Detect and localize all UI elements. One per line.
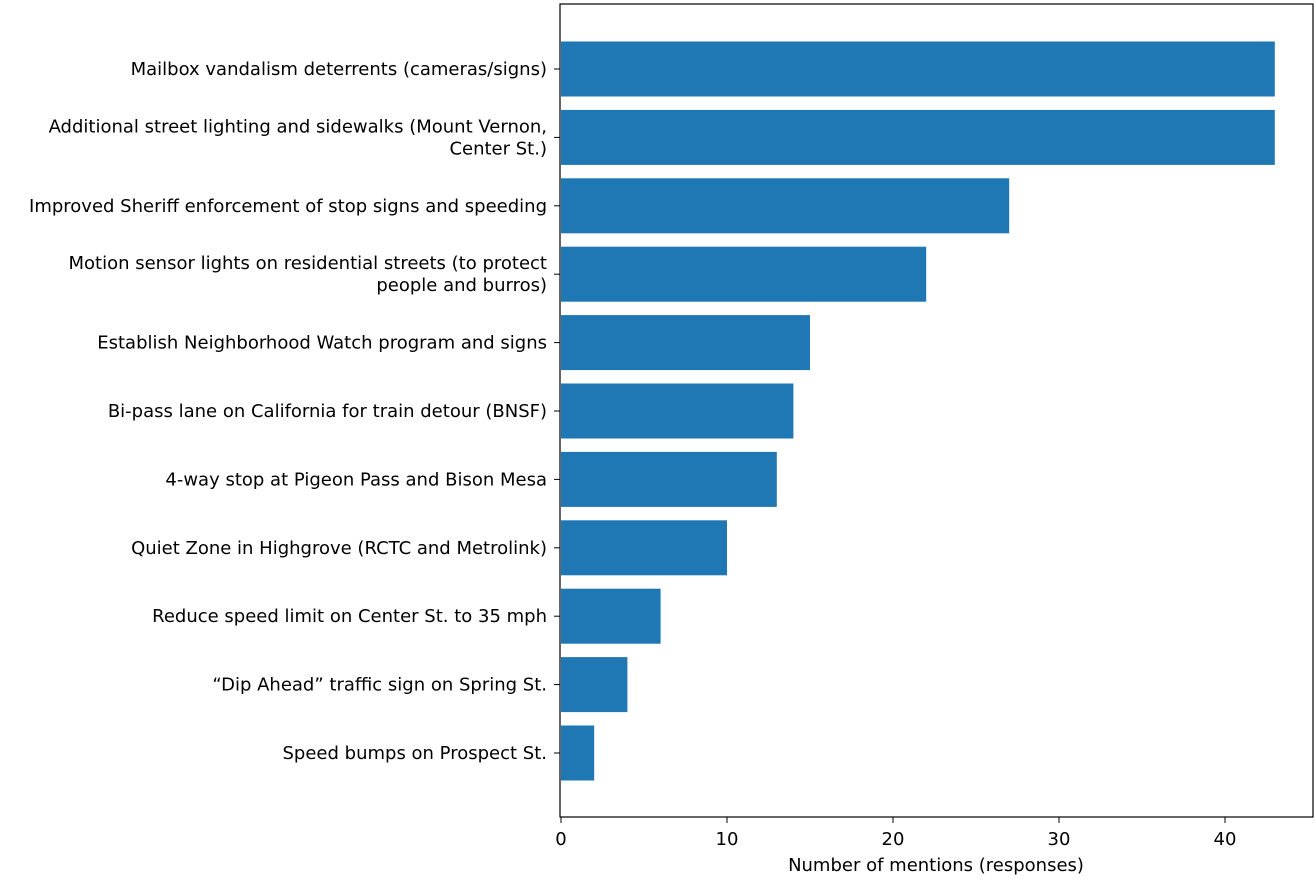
category-label-line: 4-way stop at Pigeon Pass and Bison Mesa [165,469,547,490]
category-label-line: people and burros) [376,275,547,296]
category-label-line: Mailbox vandalism deterrents (cameras/si… [131,59,547,80]
category-label-line: Quiet Zone in Highgrove (RCTC and Metrol… [131,538,547,559]
category-label: Speed bumps on Prospect St. [283,743,548,764]
bar [561,588,661,644]
x-tick-label: 20 [882,829,905,850]
category-label: Establish Neighborhood Watch program and… [97,333,547,354]
category-label: Quiet Zone in Highgrove (RCTC and Metrol… [131,538,547,559]
category-label-line: “Dip Ahead” traffic sign on Spring St. [212,675,547,696]
category-label-line: Center St.) [449,138,547,159]
bar [561,451,777,507]
category-label: “Dip Ahead” traffic sign on Spring St. [212,675,547,696]
bar [561,109,1275,165]
bar [561,520,727,576]
category-label: Reduce speed limit on Center St. to 35 m… [152,606,547,627]
bar [561,315,810,371]
bar [561,383,794,439]
category-label-line: Motion sensor lights on residential stre… [68,253,547,274]
category-label: Additional street lighting and sidewalks… [49,116,547,159]
bar [561,657,628,713]
x-axis-ticks: 0 10 20 30 40 [554,68,1237,850]
bar [561,41,1275,97]
category-label: 4-way stop at Pigeon Pass and Bison Mesa [165,469,547,490]
plot-frame [559,3,1314,818]
category-label-line: Bi-pass lane on California for train det… [108,401,547,422]
category-labels: Mailbox vandalism deterrents (cameras/si… [29,59,547,764]
x-tick-label: 40 [1214,829,1237,850]
category-label: Motion sensor lights on residential stre… [68,253,547,296]
category-label-line: Establish Neighborhood Watch program and… [97,333,547,354]
x-tick-label: 10 [716,829,739,850]
category-label-line: Additional street lighting and sidewalks… [49,116,547,137]
category-label-line: Improved Sheriff enforcement of stop sig… [29,196,547,217]
x-axis-label: Number of mentions (responses) [788,855,1084,876]
bar [561,246,927,302]
category-label: Bi-pass lane on California for train det… [108,401,547,422]
x-tick-label: 30 [1048,829,1071,850]
bar [561,725,595,781]
category-label-line: Reduce speed limit on Center St. to 35 m… [152,606,547,627]
category-label: Mailbox vandalism deterrents (cameras/si… [131,59,547,80]
x-tick-label: 0 [555,829,566,850]
category-label-line: Speed bumps on Prospect St. [283,743,548,764]
category-label: Improved Sheriff enforcement of stop sig… [29,196,547,217]
bar [561,178,1010,234]
bars-group [561,41,1275,781]
